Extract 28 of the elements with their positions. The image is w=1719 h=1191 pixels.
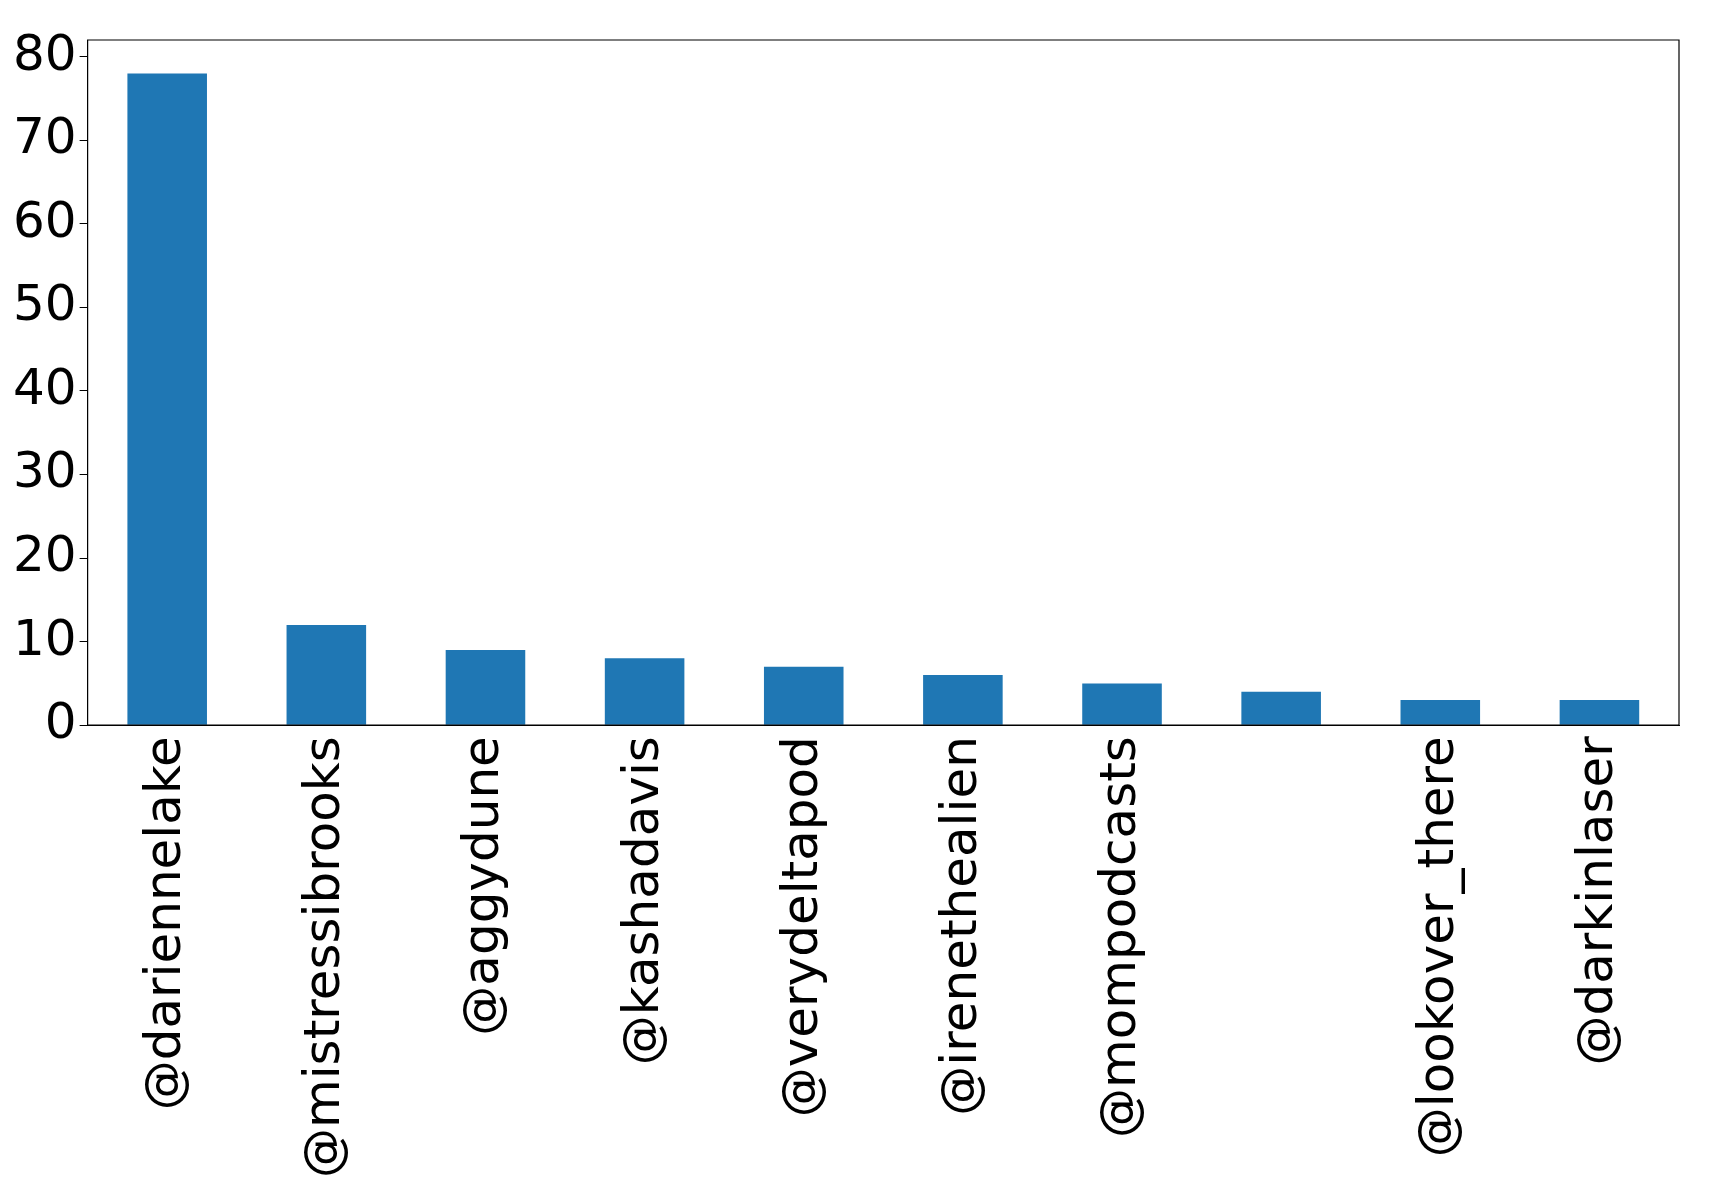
x-tick-label: @mistressibrooks — [293, 736, 352, 1179]
bar — [604, 658, 685, 725]
bar — [1400, 700, 1481, 725]
y-tick-label: 70 — [13, 107, 77, 166]
bar — [1241, 691, 1321, 725]
x-tick-label: @dariennelake — [134, 736, 193, 1111]
y-tick-label: 20 — [13, 525, 77, 584]
bar — [763, 666, 844, 725]
y-tick-label: 10 — [13, 608, 77, 667]
bar — [923, 675, 1003, 725]
bar — [286, 624, 367, 725]
bar — [1082, 683, 1162, 725]
y-tick-label: 60 — [13, 190, 77, 249]
bar — [127, 73, 207, 725]
x-tick-label: @irenethealien — [929, 736, 988, 1116]
bar — [445, 649, 526, 725]
y-tick-label: 30 — [13, 441, 77, 500]
x-tick-label: @lookover_there — [1407, 736, 1466, 1158]
x-tick-label: @mompodcasts — [1089, 736, 1147, 1139]
y-tick-label: 50 — [13, 274, 77, 333]
x-tick-label: @darkinlaser — [1566, 735, 1625, 1066]
x-tick-label: @verydeltapod — [770, 736, 829, 1118]
y-tick-label: 40 — [13, 357, 77, 416]
bar — [1559, 700, 1640, 725]
x-tick-label: @kashadavis — [611, 736, 670, 1066]
y-tick-label: 0 — [44, 692, 77, 751]
x-tick-label: @aggydune — [452, 736, 511, 1036]
y-tick-label: 80 — [13, 23, 77, 82]
